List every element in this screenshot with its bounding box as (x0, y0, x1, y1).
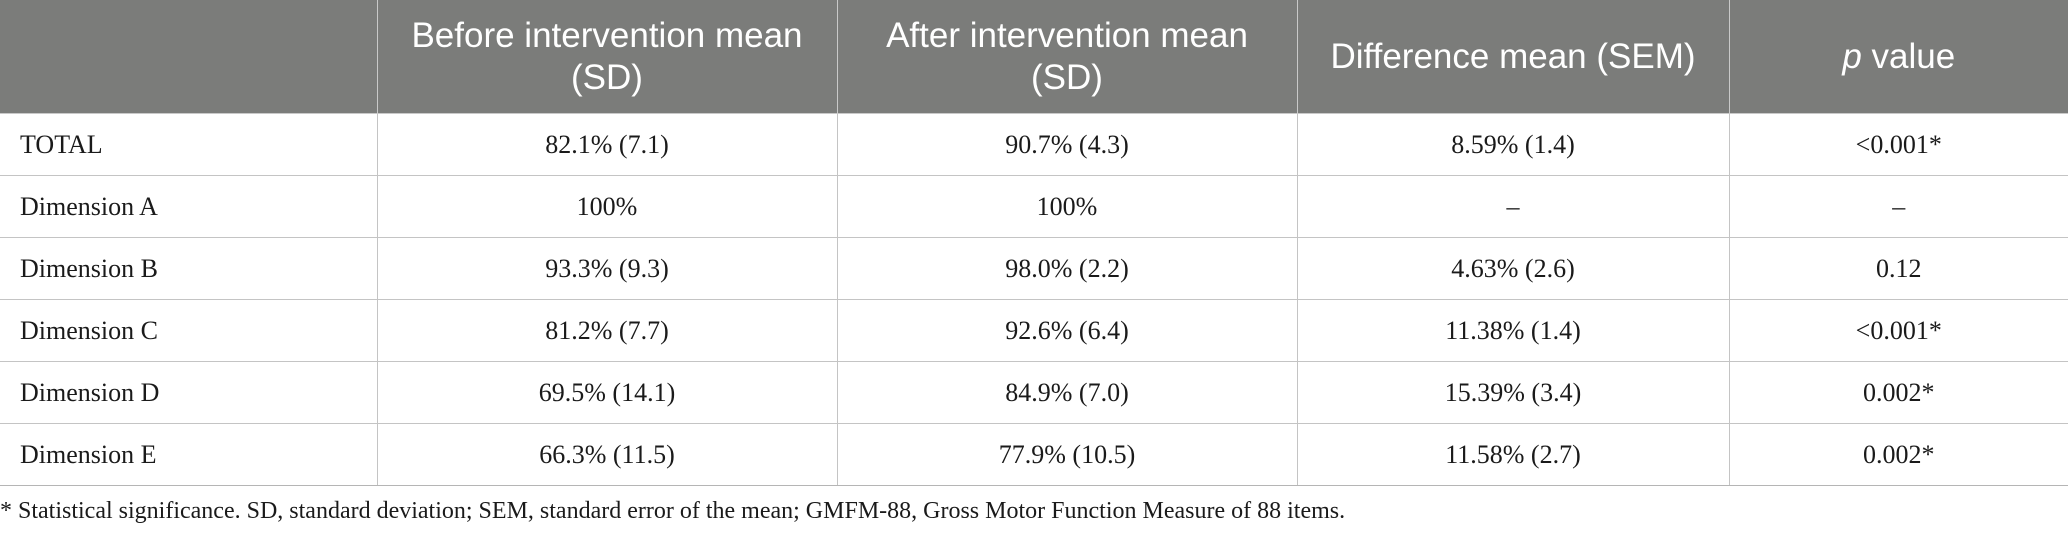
table-row: Dimension B 93.3% (9.3) 98.0% (2.2) 4.63… (0, 237, 2068, 300)
p-value: – (1728, 175, 2068, 238)
header-cell-difference: Difference mean (SEM) (1296, 0, 1730, 114)
row-label: Dimension B (0, 237, 378, 300)
row-label: Dimension E (0, 423, 378, 486)
before-value: 93.3% (9.3) (376, 237, 838, 300)
after-value: 77.9% (10.5) (836, 423, 1298, 486)
table-row: Dimension C 81.2% (7.7) 92.6% (6.4) 11.3… (0, 299, 2068, 362)
results-table: Before intervention mean (SD) After inte… (0, 0, 2068, 486)
p-value: 0.002* (1728, 423, 2068, 486)
difference-value: 11.38% (1.4) (1296, 299, 1730, 362)
after-value: 90.7% (4.3) (836, 113, 1298, 176)
p-value: 0.002* (1728, 361, 2068, 424)
difference-value: 11.58% (2.7) (1296, 423, 1730, 486)
after-value: 98.0% (2.2) (836, 237, 1298, 300)
header-cell-row-label (0, 0, 378, 114)
after-value: 92.6% (6.4) (836, 299, 1298, 362)
header-cell-before: Before intervention mean (SD) (376, 0, 838, 114)
before-value: 82.1% (7.1) (376, 113, 838, 176)
before-value: 66.3% (11.5) (376, 423, 838, 486)
table-row: Dimension E 66.3% (11.5) 77.9% (10.5) 11… (0, 423, 2068, 486)
table-row: Dimension A 100% 100% – – (0, 175, 2068, 238)
row-label: Dimension C (0, 299, 378, 362)
row-label: Dimension A (0, 175, 378, 238)
difference-value: 8.59% (1.4) (1296, 113, 1730, 176)
results-table-container: Before intervention mean (SD) After inte… (0, 0, 2068, 486)
header-cell-p-value: p value (1728, 0, 2068, 114)
after-value: 84.9% (7.0) (836, 361, 1298, 424)
difference-value: – (1296, 175, 1730, 238)
difference-value: 4.63% (2.6) (1296, 237, 1730, 300)
header-cell-after: After intervention mean (SD) (836, 0, 1298, 114)
p-value: 0.12 (1728, 237, 2068, 300)
difference-value: 15.39% (3.4) (1296, 361, 1730, 424)
table-footnote: * Statistical significance. SD, standard… (0, 498, 1346, 524)
p-value: <0.001* (1728, 299, 2068, 362)
table-row: Dimension D 69.5% (14.1) 84.9% (7.0) 15.… (0, 361, 2068, 424)
before-value: 81.2% (7.7) (376, 299, 838, 362)
p-value: <0.001* (1728, 113, 2068, 176)
before-value: 69.5% (14.1) (376, 361, 838, 424)
row-label: Dimension D (0, 361, 378, 424)
before-value: 100% (376, 175, 838, 238)
after-value: 100% (836, 175, 1298, 238)
table-row: TOTAL 82.1% (7.1) 90.7% (4.3) 8.59% (1.4… (0, 113, 2068, 176)
row-label: TOTAL (0, 113, 378, 176)
header-row: Before intervention mean (SD) After inte… (0, 0, 2068, 114)
